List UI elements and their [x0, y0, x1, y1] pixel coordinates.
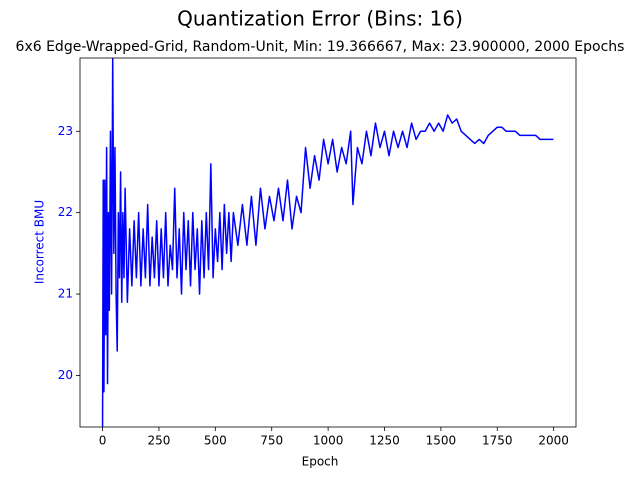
x-tick-label: 1250	[369, 434, 400, 448]
chart-subtitle: 6x6 Edge-Wrapped-Grid, Random-Unit, Min:…	[16, 39, 625, 55]
data-line	[101, 58, 554, 427]
x-tick-label: 1750	[482, 434, 513, 448]
x-axis-label: Epoch	[302, 455, 339, 469]
x-tick-label: 1500	[426, 434, 457, 448]
y-tick-label: 23	[58, 124, 73, 138]
y-tick-label: 21	[58, 287, 73, 301]
y-tick-label: 22	[58, 205, 73, 219]
y-axis-label: Incorrect BMU	[33, 200, 47, 284]
x-tick-label: 1000	[313, 434, 344, 448]
plot-frame	[79, 57, 577, 428]
chart-title: Quantization Error (Bins: 16)	[177, 7, 463, 31]
y-tick-label: 20	[58, 368, 73, 382]
x-tick-label: 250	[147, 434, 170, 448]
x-tick-label: 750	[260, 434, 283, 448]
x-tick-label: 0	[99, 434, 107, 448]
x-tick-label: 500	[204, 434, 227, 448]
x-tick-label: 2000	[538, 434, 569, 448]
